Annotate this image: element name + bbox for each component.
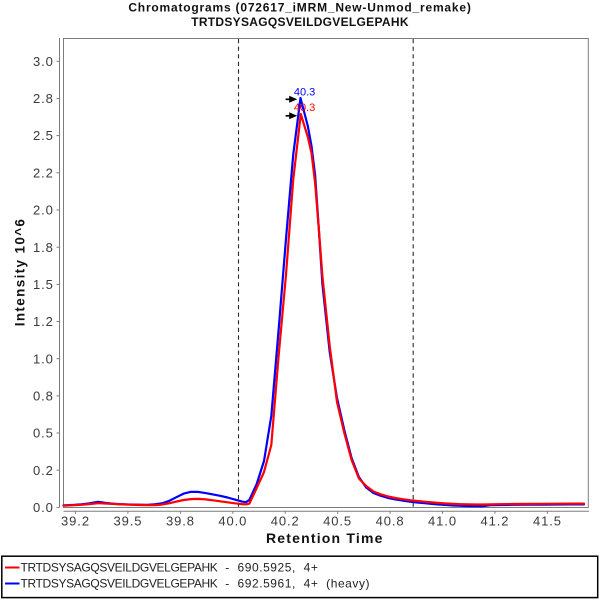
svg-text:0.5: 0.5: [33, 426, 54, 441]
svg-text:40.0: 40.0: [218, 514, 247, 529]
svg-text:2.2: 2.2: [33, 165, 54, 180]
svg-text:TRTDSYSAGQSVEILDGVELGEPAHK: TRTDSYSAGQSVEILDGVELGEPAHK: [191, 15, 409, 29]
svg-text:0.2: 0.2: [33, 463, 54, 478]
svg-text:39.5: 39.5: [113, 514, 142, 529]
svg-text:40.8: 40.8: [376, 514, 405, 529]
svg-text:Chromatograms (072617_iMRM_New: Chromatograms (072617_iMRM_New-Unmod_rem…: [128, 0, 471, 14]
svg-text:2.8: 2.8: [33, 91, 54, 106]
svg-text:40.2: 40.2: [271, 514, 300, 529]
svg-text:0.8: 0.8: [33, 389, 54, 404]
svg-text:1.8: 1.8: [33, 240, 54, 255]
svg-text:2.0: 2.0: [33, 203, 54, 218]
svg-text:0.0: 0.0: [33, 500, 54, 515]
svg-text:41.2: 41.2: [480, 514, 509, 529]
svg-text:3.0: 3.0: [33, 54, 54, 69]
svg-text:41.5: 41.5: [533, 514, 562, 529]
svg-text:TRTDSYSAGQSVEILDGVELGEPAHK -: TRTDSYSAGQSVEILDGVELGEPAHK - 692.5961, 4…: [21, 577, 371, 591]
svg-text:1.5: 1.5: [33, 277, 54, 292]
svg-text:41.0: 41.0: [428, 514, 457, 529]
svg-text:39.8: 39.8: [166, 514, 195, 529]
svg-text:40.5: 40.5: [323, 514, 352, 529]
svg-text:39.2: 39.2: [61, 514, 90, 529]
svg-text:1.0: 1.0: [33, 351, 54, 366]
svg-text:40.3: 40.3: [294, 86, 315, 98]
svg-text:2.5: 2.5: [33, 128, 54, 143]
svg-text:1.2: 1.2: [33, 314, 54, 329]
svg-text:Retention Time: Retention Time: [266, 530, 384, 546]
svg-text:TRTDSYSAGQSVEILDGVELGEPAHK -: TRTDSYSAGQSVEILDGVELGEPAHK - 690.5925, 4…: [21, 561, 319, 575]
svg-text:40.3: 40.3: [294, 102, 315, 114]
svg-text:Intensity 10^6: Intensity 10^6: [12, 218, 27, 327]
